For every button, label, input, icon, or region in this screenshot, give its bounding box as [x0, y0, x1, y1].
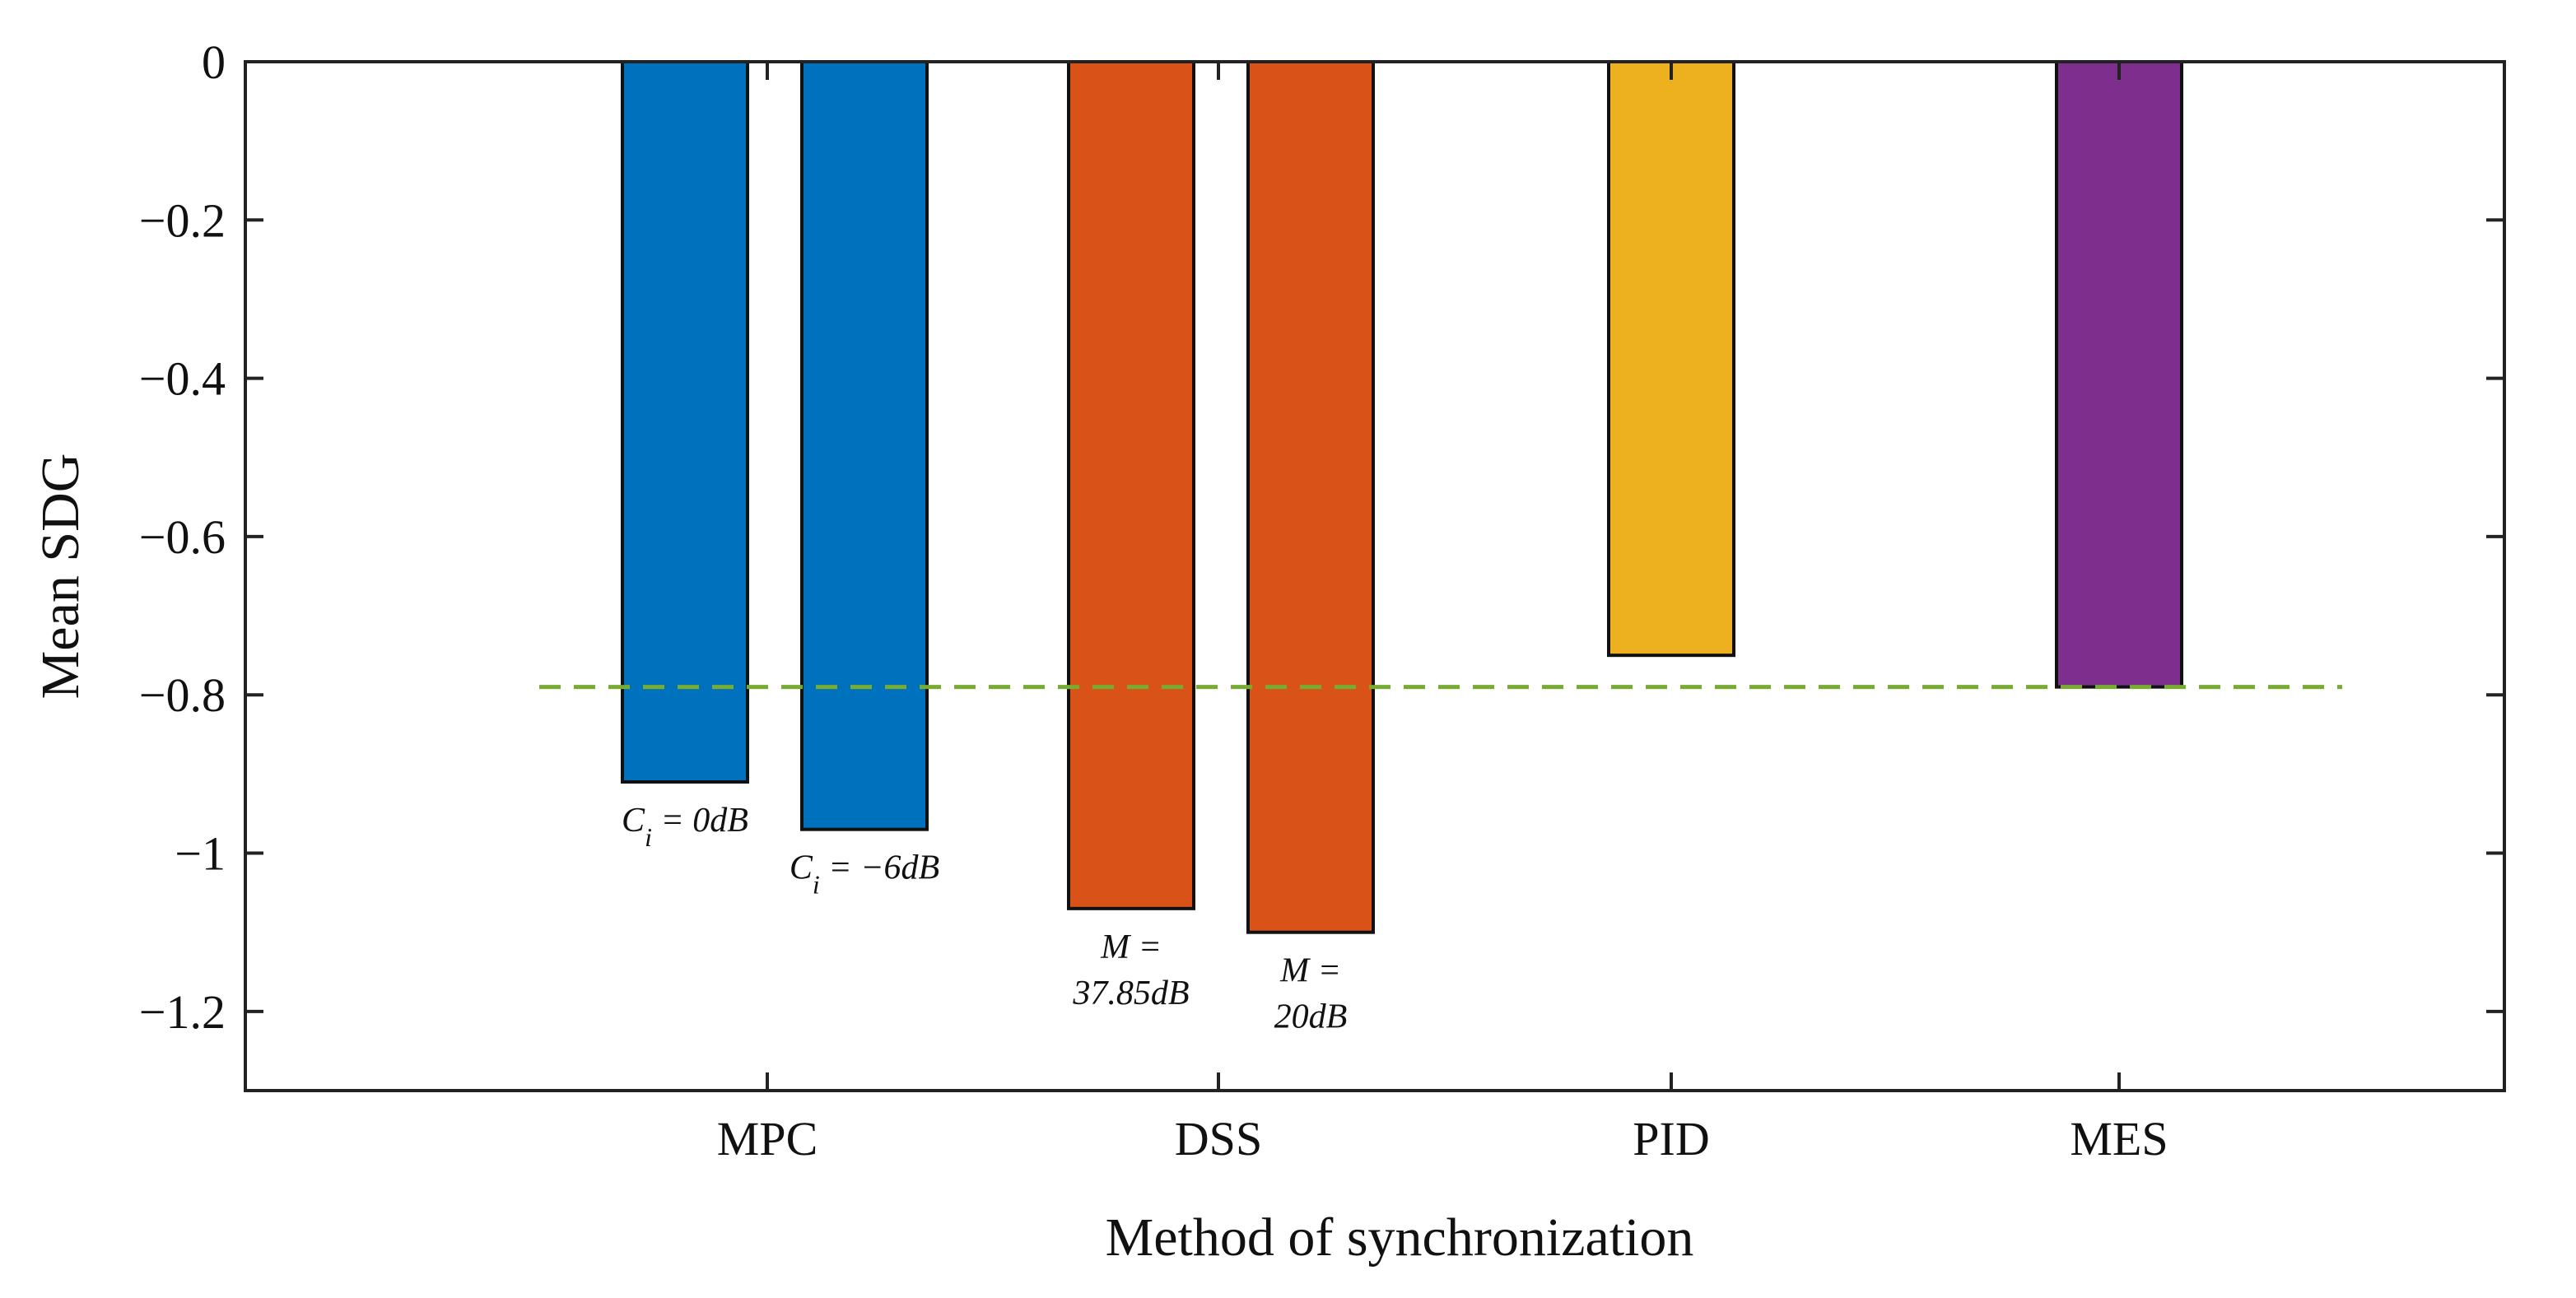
x-tick-label-pid: PID [1633, 1112, 1709, 1165]
x-tick-label-mpc: MPC [717, 1112, 818, 1165]
bar-label-4-line-1: M = [1279, 952, 1341, 990]
bar-mpc-2 [800, 60, 929, 831]
bar-label-3-line-2: 37.85dB [1072, 975, 1189, 1012]
bar-dss-4 [1246, 60, 1375, 934]
ticks-layer: 0 −0.2 −0.4 −0.6 −0.8 −1 −1.2 MPC DSS PID MES [139, 35, 2504, 1165]
x-axis-title: Method of synchronization [1106, 1207, 1694, 1268]
x-tick-label-mes: MES [2070, 1112, 2168, 1165]
y-tick-label-6: −1.2 [139, 985, 226, 1039]
axes-box [244, 60, 2506, 1092]
y-axis-title: Mean SDG [30, 454, 91, 700]
bars-layer [621, 60, 2183, 934]
bar-label-3-line-1: M = [1100, 928, 1162, 966]
y-tick-label-0: 0 [202, 35, 226, 89]
y-tick-label-2: −0.4 [139, 352, 226, 406]
bar-mes-6 [2055, 60, 2183, 689]
bar-label-2-line-1: Ci = −6dB [790, 849, 939, 900]
bar-mpc-1 [621, 60, 749, 784]
y-tick-label-4: −0.8 [139, 668, 226, 722]
bar-pid-5 [1607, 60, 1735, 658]
x-tick-label-dss: DSS [1175, 1112, 1262, 1165]
bar-dss-3 [1067, 60, 1195, 910]
y-tick-label-5: −1 [175, 827, 226, 881]
y-tick-label-1: −0.2 [139, 193, 226, 247]
y-tick-label-3: −0.6 [139, 510, 226, 564]
bar-labels-layer: Ci = 0dB Ci = −6dB M = 37.85dB M = 20dB [622, 802, 1347, 1036]
bar-label-1-line-1: Ci = 0dB [622, 802, 748, 852]
bar-label-4-line-2: 20dB [1274, 998, 1348, 1036]
